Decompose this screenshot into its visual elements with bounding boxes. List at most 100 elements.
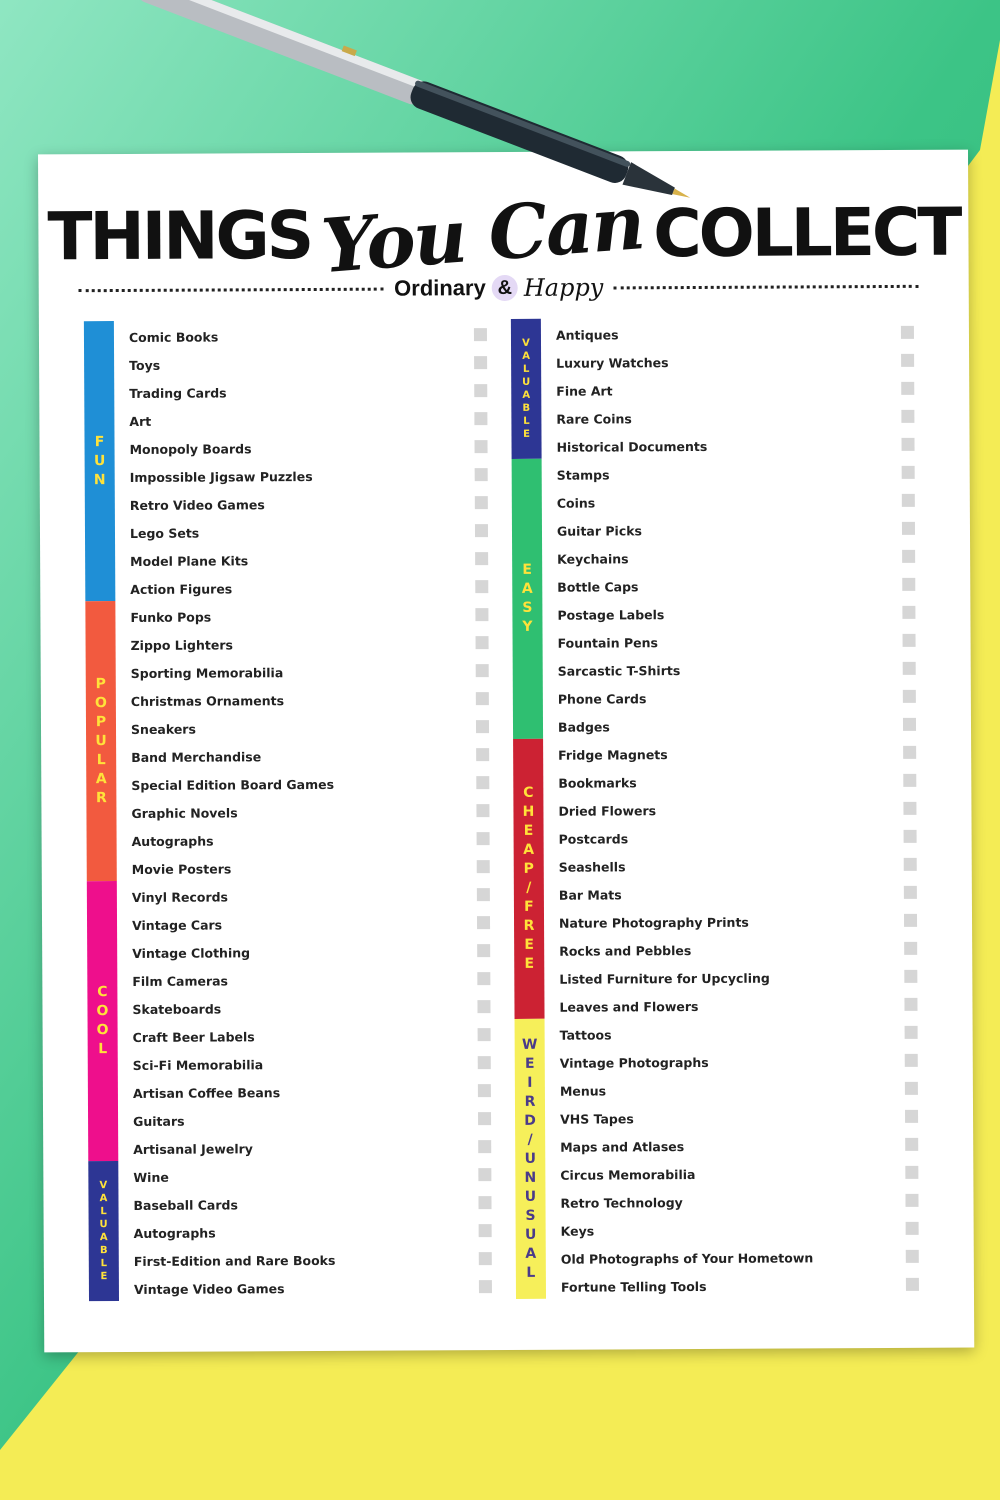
item-checkbox[interactable] bbox=[901, 521, 916, 535]
list-item: Leaves and Flowers bbox=[514, 991, 924, 1021]
item-checkbox[interactable] bbox=[903, 913, 918, 927]
item-checkbox[interactable] bbox=[475, 552, 489, 566]
item-checkbox[interactable] bbox=[474, 412, 488, 426]
item-checkbox[interactable] bbox=[476, 860, 490, 874]
item-checkbox[interactable] bbox=[901, 465, 915, 479]
item-checkbox[interactable] bbox=[905, 1165, 919, 1179]
item-checkbox[interactable] bbox=[476, 776, 490, 790]
item-checkbox[interactable] bbox=[477, 1084, 491, 1098]
item-checkbox[interactable] bbox=[905, 1277, 919, 1291]
item-checkbox[interactable] bbox=[477, 916, 491, 930]
item-checkbox[interactable] bbox=[902, 549, 916, 563]
item-checkbox[interactable] bbox=[905, 1137, 919, 1151]
item-checkbox[interactable] bbox=[477, 1056, 491, 1070]
item-label: Nature Photography Prints bbox=[558, 914, 749, 931]
item-checkbox[interactable] bbox=[473, 328, 487, 342]
item-checkbox[interactable] bbox=[478, 1112, 492, 1126]
list-item: Stamps bbox=[512, 459, 922, 489]
item-checkbox[interactable] bbox=[902, 605, 916, 619]
list-item: Retro Video Games bbox=[85, 489, 495, 519]
item-checkbox[interactable] bbox=[478, 1252, 492, 1266]
brand-ampersand: & bbox=[491, 274, 518, 302]
item-checkbox[interactable] bbox=[477, 1028, 491, 1042]
item-checkbox[interactable] bbox=[901, 493, 915, 507]
list-item: Badges bbox=[513, 711, 923, 741]
item-checkbox[interactable] bbox=[903, 801, 917, 815]
item-checkbox[interactable] bbox=[904, 1081, 918, 1095]
item-checkbox[interactable] bbox=[476, 804, 490, 818]
item-label: Autographs bbox=[133, 1225, 216, 1241]
item-label: Coins bbox=[556, 495, 596, 511]
item-checkbox[interactable] bbox=[478, 1168, 492, 1182]
list-item: Lego Sets bbox=[85, 517, 495, 547]
item-checkbox[interactable] bbox=[905, 1221, 919, 1235]
item-label: Monopoly Boards bbox=[129, 440, 252, 457]
list-item: Antiques bbox=[511, 319, 921, 349]
item-checkbox[interactable] bbox=[904, 941, 918, 955]
list-item: Trading Cards bbox=[84, 377, 494, 407]
item-label: Craft Beer Labels bbox=[132, 1028, 255, 1045]
list-item: Listed Furniture for Upcycling bbox=[514, 963, 924, 993]
item-checkbox[interactable] bbox=[904, 997, 918, 1011]
item-checkbox[interactable] bbox=[476, 748, 490, 762]
item-label: Circus Memorabilia bbox=[560, 1166, 696, 1183]
item-checkbox[interactable] bbox=[477, 1000, 491, 1014]
list-item: Artisanal Jewelry bbox=[88, 1133, 498, 1163]
item-label: Guitar Picks bbox=[556, 522, 643, 539]
item-checkbox[interactable] bbox=[476, 888, 490, 902]
item-checkbox[interactable] bbox=[905, 1249, 919, 1263]
item-checkbox[interactable] bbox=[900, 325, 914, 339]
list-item: Keychains bbox=[512, 543, 922, 573]
item-checkbox[interactable] bbox=[902, 577, 916, 591]
item-label: Tattoos bbox=[559, 1026, 612, 1043]
item-checkbox[interactable] bbox=[903, 885, 917, 899]
item-checkbox[interactable] bbox=[901, 437, 915, 451]
item-checkbox[interactable] bbox=[476, 832, 490, 846]
item-checkbox[interactable] bbox=[905, 1193, 919, 1207]
item-checkbox[interactable] bbox=[905, 1109, 919, 1123]
item-checkbox[interactable] bbox=[475, 720, 490, 734]
item-checkbox[interactable] bbox=[478, 1280, 492, 1294]
item-checkbox[interactable] bbox=[904, 969, 918, 983]
item-checkbox[interactable] bbox=[474, 384, 488, 398]
item-label: Sporting Memorabilia bbox=[130, 664, 284, 681]
item-checkbox[interactable] bbox=[475, 664, 489, 678]
item-checkbox[interactable] bbox=[478, 1140, 492, 1154]
item-checkbox[interactable] bbox=[475, 608, 489, 622]
item-checkbox[interactable] bbox=[902, 717, 917, 731]
item-checkbox[interactable] bbox=[902, 633, 916, 647]
item-label: Fridge Magnets bbox=[558, 746, 668, 763]
list-item: Guitars bbox=[88, 1105, 498, 1135]
item-checkbox[interactable] bbox=[477, 972, 491, 986]
list-item: Vintage Video Games bbox=[89, 1273, 499, 1303]
item-checkbox[interactable] bbox=[903, 857, 917, 871]
list-item: Vintage Photographs bbox=[515, 1047, 925, 1077]
item-checkbox[interactable] bbox=[474, 468, 488, 482]
item-checkbox[interactable] bbox=[474, 524, 489, 538]
item-checkbox[interactable] bbox=[478, 1224, 492, 1238]
item-checkbox[interactable] bbox=[478, 1196, 492, 1210]
item-checkbox[interactable] bbox=[475, 580, 489, 594]
item-checkbox[interactable] bbox=[901, 353, 915, 367]
item-checkbox[interactable] bbox=[475, 692, 489, 706]
item-checkbox[interactable] bbox=[904, 1025, 918, 1039]
item-checkbox[interactable] bbox=[902, 689, 916, 703]
item-checkbox[interactable] bbox=[477, 944, 491, 958]
item-checkbox[interactable] bbox=[475, 636, 489, 650]
left-column: FUNFUNPOPULARPOPULARCOOLCOOLVALUABLEVALU… bbox=[83, 321, 504, 1302]
item-checkbox[interactable] bbox=[474, 356, 488, 370]
item-checkbox[interactable] bbox=[902, 661, 916, 675]
list-item: Postage Labels bbox=[512, 599, 922, 629]
item-checkbox[interactable] bbox=[901, 409, 915, 423]
item-checkbox[interactable] bbox=[903, 745, 917, 759]
item-checkbox[interactable] bbox=[903, 829, 917, 843]
item-checkbox[interactable] bbox=[901, 381, 915, 395]
item-checkbox[interactable] bbox=[904, 1053, 918, 1067]
list-item: Nature Photography Prints bbox=[514, 907, 924, 937]
item-checkbox[interactable] bbox=[474, 440, 488, 454]
list-item: Vintage Cars bbox=[87, 909, 497, 939]
item-checkbox[interactable] bbox=[903, 773, 917, 787]
item-label: First-Edition and Rare Books bbox=[133, 1252, 336, 1269]
item-label: Menus bbox=[559, 1082, 607, 1099]
item-checkbox[interactable] bbox=[474, 496, 488, 510]
